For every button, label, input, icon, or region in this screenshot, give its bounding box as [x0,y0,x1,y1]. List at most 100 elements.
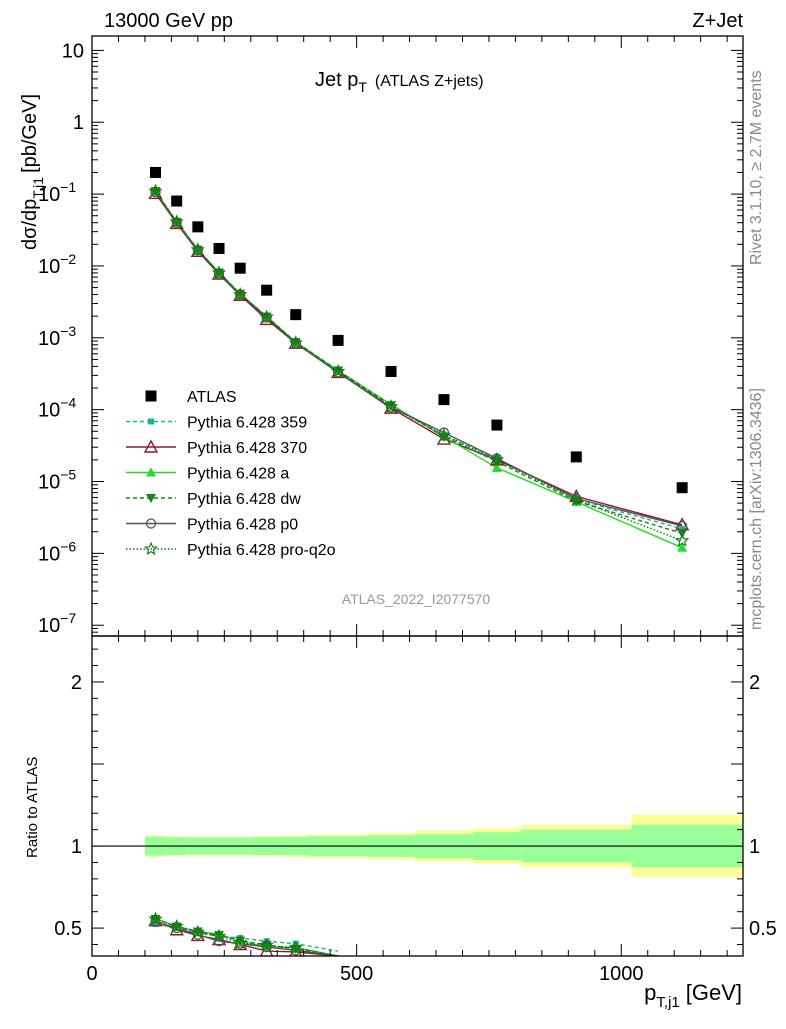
legend-label-pythia-6-428-359: Pythia 6.428 359 [187,415,307,432]
main-point-pythia-6-428-p0-5 [261,312,272,323]
ratio-point-pythia-6-428-pro-q2o-2 [190,924,205,939]
legend-marker-atlas [145,390,157,402]
ratio-panel-frame [91,635,744,957]
main-point-atlas-10 [491,419,503,431]
main-point-atlas-11 [570,451,582,463]
ratio-uncertainty-bands [92,814,743,878]
ratio-point-pythia-6-428-pro-q2o-6 [288,940,303,954]
main-point-atlas-5 [261,284,273,296]
main-point-atlas-1 [171,195,183,207]
main-markers-group [148,166,690,552]
main-point-pythia-6-428-pro-q2o-8 [383,399,399,413]
ratio-point-pythia-6-428-pro-q2o-5 [259,937,274,952]
ratio-point-pythia-6-428-p0-5 [261,941,272,953]
main-point-pythia-6-428-a-12 [677,542,688,552]
legend-item-pythia-6-428-a: Pythia 6.428 a [126,466,289,483]
ratio-point-pythia-6-428-p0-1 [171,922,182,934]
main-y-axis-label: dσ/dpT,j1 [pb/GeV] [19,94,46,250]
main-point-atlas-0 [150,166,162,178]
x-axis-label-unit: [GeV] [686,980,742,1005]
legend-marker-pythia-6-428-p0 [145,518,157,529]
ratio-point-pythia-6-428-p0-0 [150,916,161,927]
ratio-point-pythia-6-428-pro-q2o-4 [233,935,248,949]
ratio-point-pythia-6-428-pro-q2o-1 [169,918,184,933]
ratio-point-pythia-6-428-pro-q2o-0 [148,911,163,926]
ratio-y-tick-label-left: 2 [71,672,82,694]
main-point-atlas-4 [234,262,246,274]
main-y-axis-label-unit: [pb/GeV] [19,94,41,173]
main-y-tick-base: 10 [38,400,60,422]
main-point-atlas-9 [438,394,450,406]
main-point-pythia-6-428-pro-q2o-1 [169,214,184,228]
main-y-tick-exp: −7 [60,610,76,626]
main-point-pythia-6-428-pro-q2o-0 [148,183,163,198]
x-tick-label: 0 [86,963,97,985]
legend-item-atlas: ATLAS [145,389,237,406]
plot-title-extra: (ATLAS Z+jets) [375,73,484,90]
main-point-pythia-6-428-pro-q2o-12 [674,533,690,547]
main-y-tick-exp: −6 [60,538,76,554]
main-y-tick-label: 10−2 [38,251,76,278]
legend-item-pythia-6-428-dw: Pythia 6.428 dw [126,491,301,508]
legend: ATLAS Pythia 6.428 359 Pythia 6.428 370 Pyt… [126,389,336,559]
main-y-tick-base: 10 [38,472,60,494]
series-markers [148,166,690,956]
main-y-tick-base: 10 [38,615,60,637]
main-point-pythia-6-428-p0-3 [213,268,225,279]
main-y-tick-label: 10−6 [38,538,76,565]
axes-frames [91,35,744,957]
ratio-point-pythia-6-428-dw-4 [235,936,246,946]
main-point-pythia-6-428-pro-q2o-7 [330,363,346,378]
main-y-tick-label: 10−3 [38,323,76,350]
main-point-pythia-6-428-p0-8 [385,402,397,413]
legend-label-atlas: ATLAS [187,389,237,406]
main-y-tick-base: 10 [38,256,60,278]
main-point-atlas-8 [385,365,397,377]
ratio-y-axis-label: Ratio to ATLAS [24,757,41,858]
main-y-axis-label-main: dσ/dp [19,199,41,250]
x-tick-label: 500 [340,963,373,985]
x-axis-label: pT,j1 [GeV] [644,980,742,1011]
legend-label-pythia-6-428-pro-q2o: Pythia 6.428 pro-q2o [187,542,336,559]
ratio-point-pythia-6-428-359-0 [152,921,159,927]
main-y-tick-label: 10−7 [38,610,76,637]
main-y-tick-label: 10−5 [38,467,76,494]
main-y-tick-label: 10−4 [38,395,76,422]
ratio-point-pythia-6-428-p0-3 [213,936,225,947]
legend-marker-pythia-6-428-dw [146,494,156,503]
ratio-point-pythia-6-428-pro-q2o-3 [211,928,227,943]
main-point-pythia-6-428-pro-q2o-6 [288,335,303,349]
ratio-point-pythia-6-428-dw-3 [214,931,225,941]
ratio-y-tick-label-left: 1 [71,836,82,858]
legend-marker-pythia-6-428-a [146,467,156,477]
main-y-tick-label: 10 [62,40,84,62]
legend-item-pythia-6-428-p0: Pythia 6.428 p0 [126,517,298,534]
main-y-tick-exp: −3 [60,323,76,339]
main-point-pythia-6-428-p0-12 [676,520,688,532]
main-line-pythia-6-428-pro-q2o [154,190,683,542]
ratio-point-pythia-6-428-p0-6 [290,945,301,956]
main-point-atlas-2 [192,221,204,233]
main-point-pythia-6-428-pro-q2o-5 [259,309,274,324]
ratio-markers-group [148,911,303,956]
main-point-pythia-6-428-359-12 [679,525,686,532]
main-y-tick-exp: −1 [60,179,76,195]
x-tick-label: 1000 [599,963,644,985]
mcplots-label: mcplots.cern.ch [arXiv:1306.3436] [748,388,765,630]
ratio-line-pythia-6-428-pro-q2o [155,918,339,956]
ratio-point-pythia-6-428-p0-4 [235,938,246,949]
legend-item-pythia-6-428-359: Pythia 6.428 359 [126,415,307,432]
main-point-pythia-6-428-pro-q2o-3 [211,265,227,279]
legend-marker-pythia-6-428-359 [148,418,154,425]
main-y-axis-label-sub: T,j1 [30,177,46,199]
ratio-point-pythia-6-428-p0-2 [192,929,204,940]
legend-item-pythia-6-428-370: Pythia 6.428 370 [126,439,307,457]
main-point-atlas-7 [332,334,344,346]
ratio-lines-group [155,917,339,956]
main-point-atlas-6 [290,309,302,321]
main-y-tick-exp: −2 [60,251,76,267]
main-point-pythia-6-428-p0-2 [192,245,204,256]
